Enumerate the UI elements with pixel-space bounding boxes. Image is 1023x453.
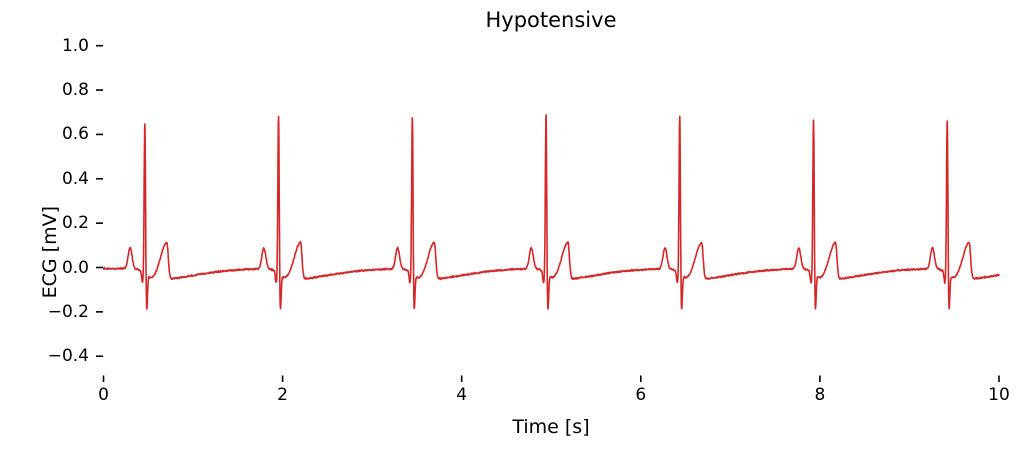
y-tick-label-3: 0.4 [61,168,89,189]
x-axis-label: Time [s] [512,416,590,438]
y-tick-label-2: 0.6 [61,124,89,145]
y-tick-label-6: −0.2 [47,301,89,322]
x-tick-label-5: 10 [988,385,1010,405]
x-tick-label-4: 8 [814,385,826,405]
x-tick-label-1: 2 [277,385,288,405]
y-tick-label-0: 1.0 [61,35,89,56]
chart-title: Hypotensive [485,8,617,32]
x-tick-label-2: 4 [456,385,468,405]
y-tick-label-1: 0.8 [61,80,89,101]
x-tick-label-0: 0 [98,385,109,405]
y-tick-label-7: −0.4 [47,346,89,367]
x-tick-label-3: 6 [635,385,647,405]
ecg-trace [102,114,1000,310]
y-tick-label-5: 0.0 [61,257,89,278]
y-tick-label-4: 0.2 [61,213,89,234]
